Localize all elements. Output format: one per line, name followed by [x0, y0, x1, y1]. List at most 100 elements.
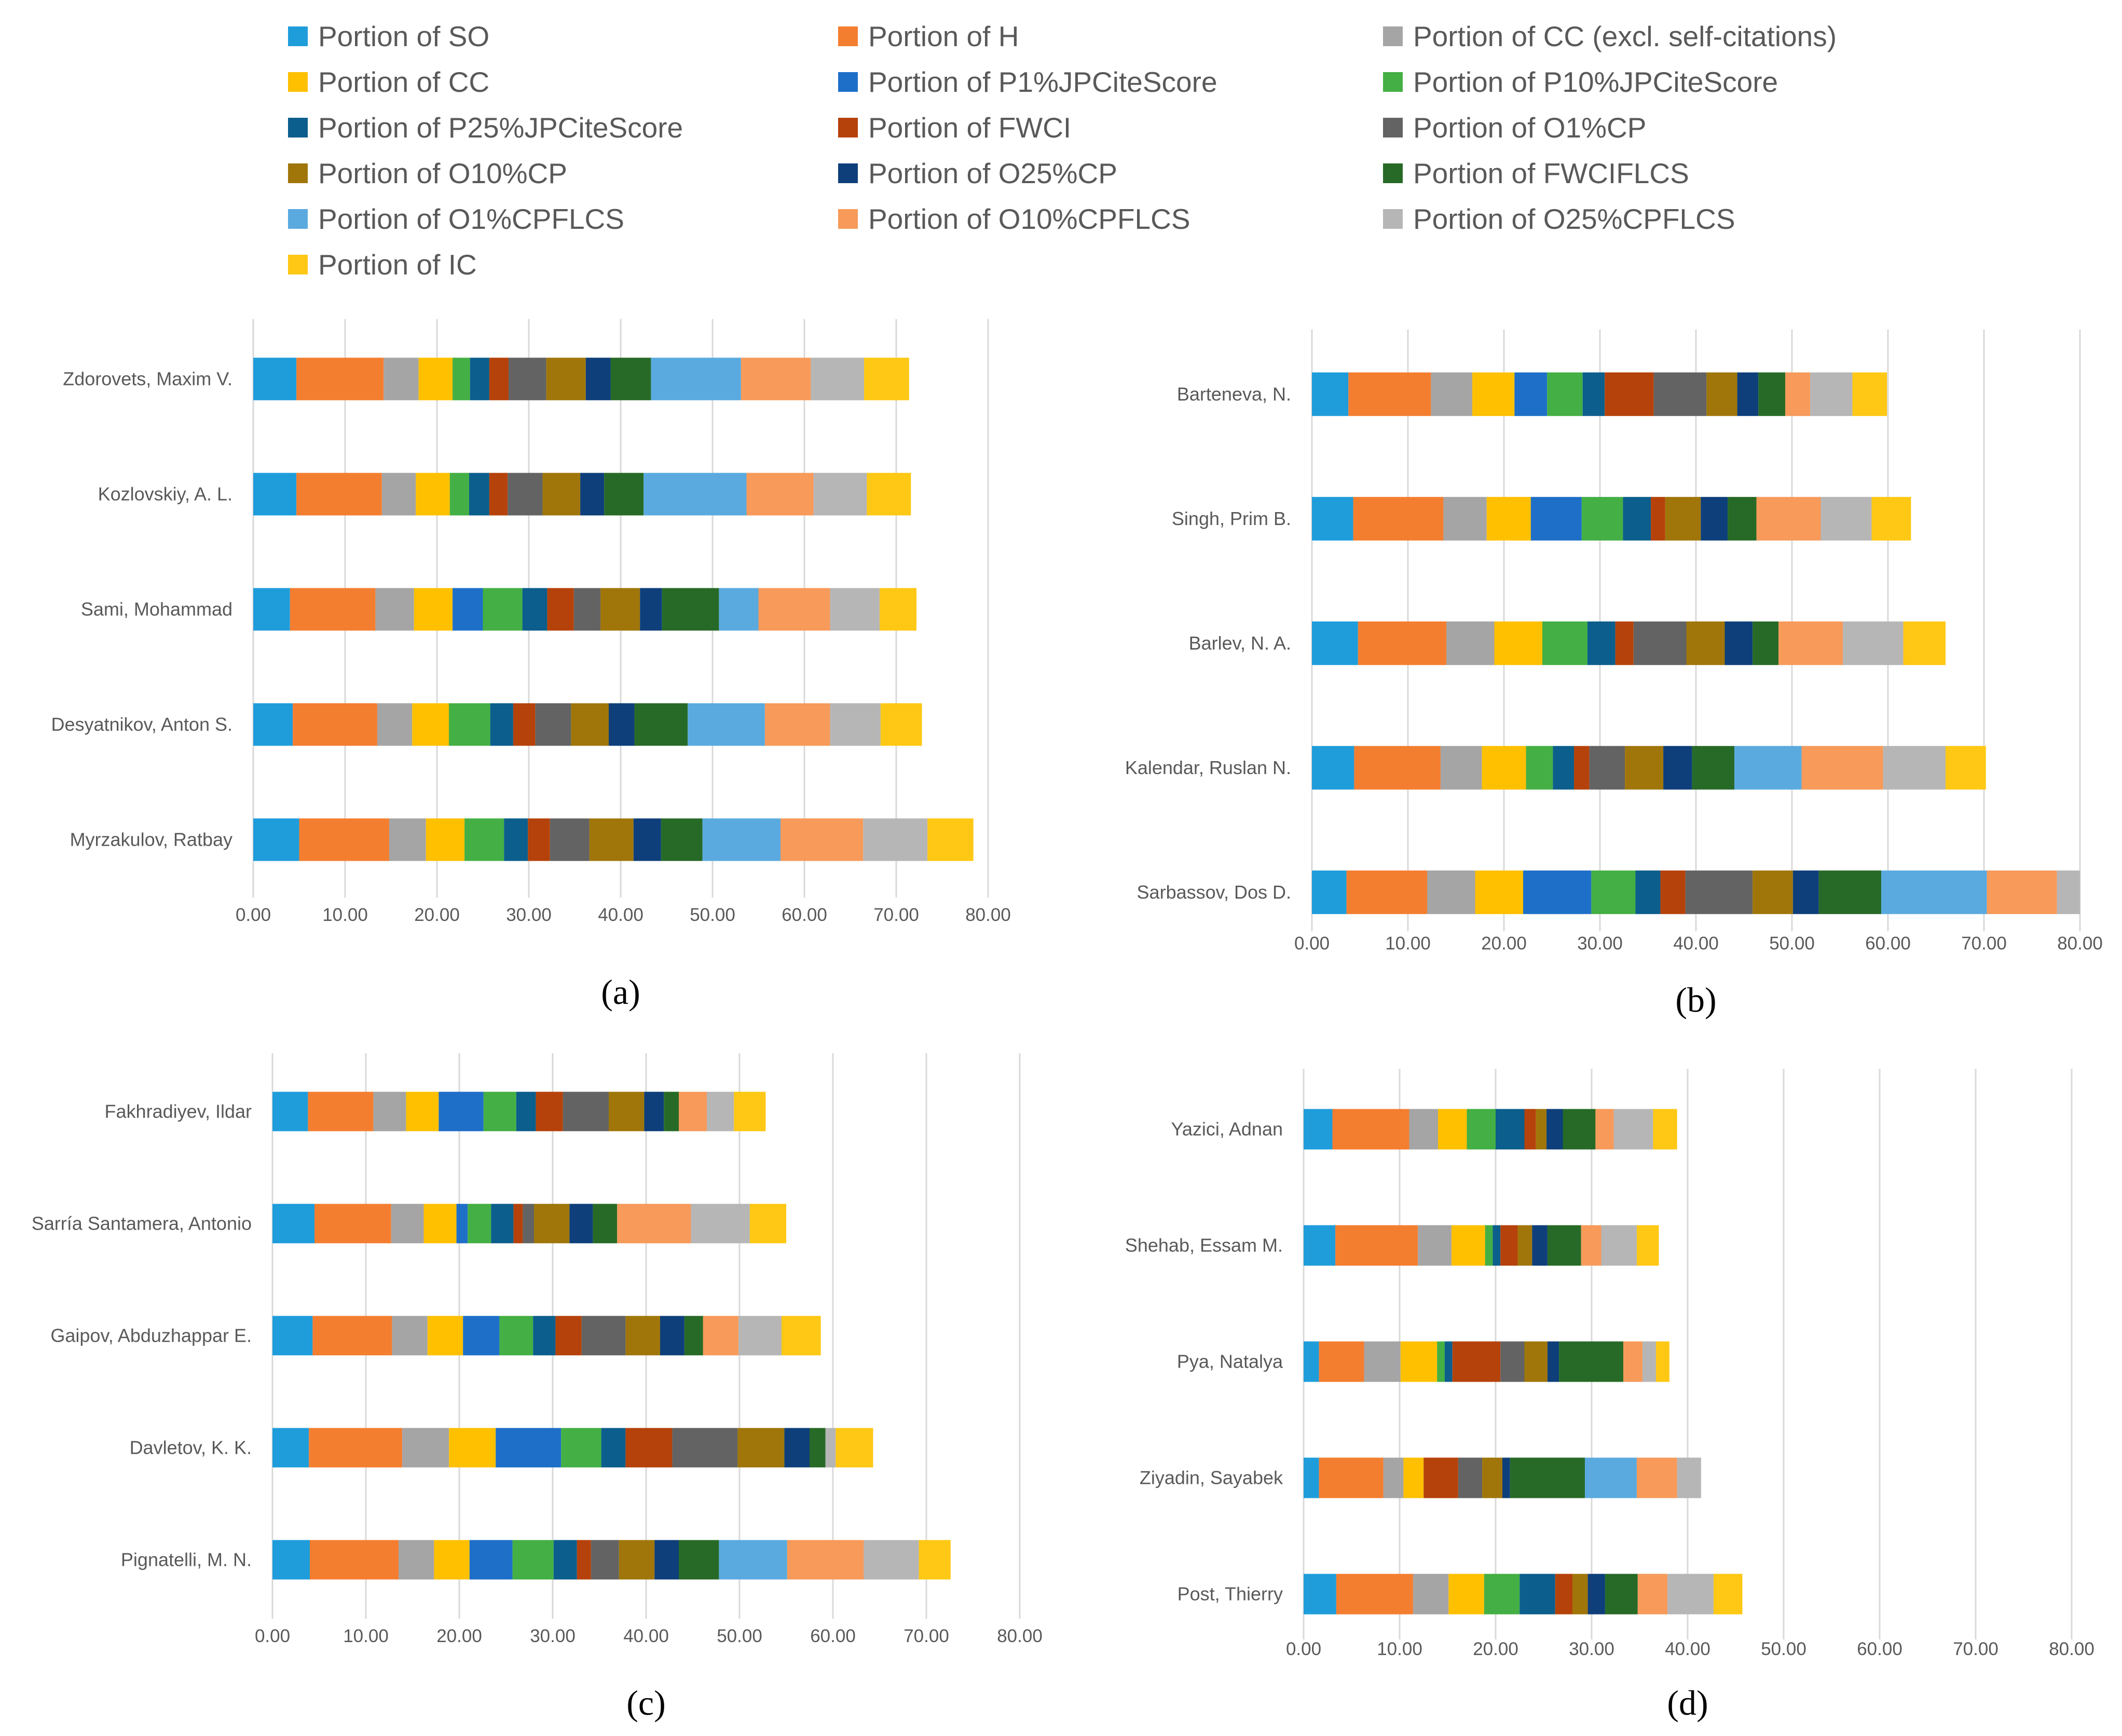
legend-label: Portion of P1%JPCiteScore: [868, 66, 1217, 98]
bar-segment: [1458, 1457, 1483, 1498]
x-tick-label: 30.00: [530, 1626, 576, 1646]
bar-segment: [563, 1092, 609, 1132]
bar-segment: [1706, 372, 1737, 416]
bar-segment: [1482, 746, 1526, 790]
bar-segment: [1312, 372, 1349, 416]
bar-segment: [1304, 1341, 1319, 1382]
bar-segment: [483, 1092, 516, 1132]
bar-segment: [741, 357, 811, 401]
bar-segment: [1601, 1225, 1637, 1266]
bar-segment: [580, 473, 605, 516]
bar-segment: [662, 588, 719, 631]
bar-segment: [1304, 1457, 1319, 1498]
bar-segment: [1585, 1457, 1637, 1498]
bar-segment: [1519, 1574, 1555, 1615]
legend-swatch: [838, 209, 858, 229]
bar-segment: [1448, 1574, 1484, 1615]
bar-segment: [738, 1316, 782, 1356]
bar-segment: [412, 703, 449, 746]
bar-segment: [1482, 1457, 1502, 1498]
bar-segment: [1553, 746, 1575, 790]
bar-segment: [550, 818, 590, 861]
bar-segment: [758, 588, 830, 631]
bar-segment: [399, 1540, 434, 1580]
bar-segment: [470, 357, 489, 401]
bar-segment: [660, 1316, 684, 1356]
legend-item: Portion of CC: [288, 61, 489, 103]
bar-segment: [1444, 1341, 1453, 1382]
bar-segment: [654, 1540, 679, 1580]
bar-segment: [1510, 1457, 1585, 1498]
bar-segment: [381, 473, 416, 516]
bar-segment: [864, 357, 909, 401]
bar-segment: [1667, 1574, 1714, 1615]
bar-segment: [1701, 497, 1728, 541]
bar-segment: [418, 357, 453, 401]
bar-segment: [1418, 1225, 1452, 1266]
bar-segment: [1502, 1457, 1510, 1498]
bar-segment: [589, 818, 634, 861]
legend-item: Portion of O10%CP: [288, 153, 567, 194]
bar-segment: [468, 1204, 491, 1244]
bar-segment: [1346, 870, 1427, 914]
bar-segment: [1785, 372, 1811, 416]
bar-segment: [591, 1540, 619, 1580]
category-label: Desyatnikov, Anton S.: [51, 713, 232, 735]
legend-swatch: [838, 72, 858, 92]
x-tick-label: 50.00: [1761, 1639, 1806, 1659]
bar-segment: [534, 1204, 570, 1244]
panel-label: (b): [1675, 980, 1716, 1019]
bar-segment: [1581, 497, 1623, 541]
bar-segment: [1686, 621, 1725, 665]
legend-swatch: [288, 209, 308, 229]
bar-segment: [546, 357, 586, 401]
category-label: Davletov, K. K.: [130, 1437, 252, 1458]
legend-label: Portion of O25%CP: [868, 157, 1117, 189]
bar-segment: [1582, 372, 1605, 416]
bar-segment: [1304, 1225, 1336, 1266]
bar-segment: [483, 588, 523, 631]
bar-segment: [1636, 1457, 1677, 1498]
bar-segment: [1633, 621, 1687, 665]
bar-segment: [1530, 497, 1582, 541]
legend-label: Portion of P25%JPCiteScore: [318, 112, 683, 144]
bar-segment: [664, 1092, 679, 1132]
x-tick-label: 70.00: [1961, 933, 2007, 954]
bar-segment: [373, 1092, 406, 1132]
bar-segment: [617, 1204, 691, 1244]
bar-segment: [1547, 372, 1583, 416]
bar-segment: [1514, 372, 1548, 416]
bar-segment: [1494, 621, 1542, 665]
bar-segment: [1500, 1341, 1525, 1382]
bar-segment: [1713, 1574, 1743, 1615]
bar-segment: [1871, 497, 1911, 541]
bar-segment: [1589, 746, 1625, 790]
legend-swatch: [288, 163, 308, 183]
bar-segment: [1653, 372, 1707, 416]
bar-segment: [1591, 870, 1636, 914]
bar-segment: [1881, 870, 1987, 914]
bar-segment: [523, 1204, 534, 1244]
bar-segment: [1587, 621, 1616, 665]
bar-segment: [1484, 1574, 1520, 1615]
bar-segment: [787, 1540, 864, 1580]
legend-swatch: [288, 255, 308, 274]
bar-segment: [640, 588, 662, 631]
x-tick-label: 60.00: [1857, 1639, 1902, 1659]
x-tick-label: 30.00: [1569, 1639, 1614, 1659]
bar-segment: [1413, 1574, 1449, 1615]
bar-segment: [811, 357, 865, 401]
bar-segment: [290, 588, 376, 631]
bar-segment: [1555, 1574, 1572, 1615]
bar-segment: [1304, 1109, 1333, 1150]
legend-item: Portion of O1%CP: [1383, 107, 1646, 148]
bar-segment: [1581, 1225, 1601, 1266]
bar-segment: [392, 1316, 428, 1356]
bar-segment: [1409, 1109, 1438, 1150]
legend-swatch: [1383, 26, 1403, 46]
bar-segment: [1685, 870, 1753, 914]
bar-segment: [293, 703, 377, 746]
bar-segment: [600, 588, 640, 631]
bar-segment: [864, 1540, 919, 1580]
bar-segment: [1423, 1457, 1458, 1498]
